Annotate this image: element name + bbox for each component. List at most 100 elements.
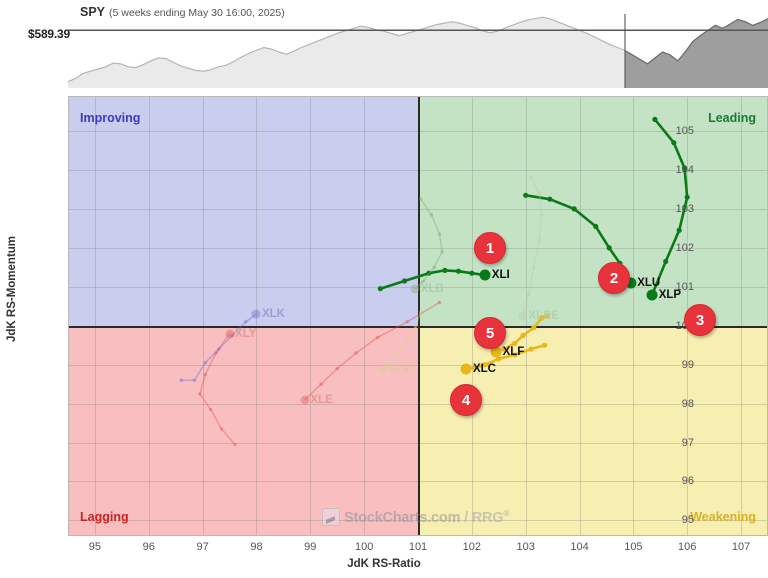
tail-node [671,140,677,146]
quadrant-lagging [68,325,418,536]
quadrant-label-leading: Leading [708,111,756,125]
tail-node [437,232,442,236]
ticker-label-xly[interactable]: XLY [235,327,257,340]
mini-price-sparkline [68,14,768,88]
tail-node [676,227,682,233]
ticker-label-xlf[interactable]: XLF [502,346,525,359]
tail-node [540,213,544,217]
x-tick-label: 98 [250,541,263,553]
quadrant-label-lagging: Lagging [80,510,129,524]
quadrant-label-weakening: Weakening [690,510,756,524]
tail-node [606,245,612,251]
tail-node [413,325,418,330]
ticker-dot-xlb[interactable] [410,284,420,294]
ticker-dot-xle[interactable] [300,395,310,405]
tail-path-xle [304,301,441,401]
y-axis-title: JdK RS-Momentum [6,235,18,343]
tail-node [377,286,383,292]
tail-path-xlre [522,177,543,317]
gridline-vertical [525,96,527,536]
x-axis-title: JdK RS-Ratio [347,558,421,570]
tail-node [203,360,208,365]
annotation-badge-4[interactable]: 4 [450,384,482,416]
tail-node [528,346,534,352]
tail-node [335,366,340,371]
ticker-dot-xlk[interactable] [251,309,261,319]
tail-node [547,196,553,202]
y-tick-label: 97 [681,436,694,449]
ticker-label-xlre[interactable]: XLRE [528,310,560,322]
tail-node [230,333,234,338]
y-tick-label: 104 [675,163,694,176]
mini-chart-title: SPY (5 weeks ending May 30 16:00, 2025) [80,5,285,19]
tail-node [418,197,423,201]
tail-path-xly [199,332,236,446]
tail-node [455,268,461,274]
tail-node [537,238,541,242]
y-tick-label: 96 [681,475,694,488]
ticker-dot-xlre[interactable] [518,311,528,321]
tail-path-xlk [180,313,258,381]
ticker-dot-xlc[interactable] [460,363,472,375]
quadrant-label-improving: Improving [80,111,141,125]
quadrant-improving [68,96,418,326]
quadrant-weakening [418,325,768,536]
rrg-plot-area[interactable]: XLI XLU XLP XLF XLC XLK XLY XLE XLB XLRE XLV Impro… [68,96,768,536]
tail-node [532,265,536,270]
tail-node [219,427,224,431]
ticker-dot-xlu[interactable] [625,277,637,289]
tail-node [426,270,432,276]
ticker-dot-xlv[interactable] [378,364,388,374]
tail-node [354,351,358,355]
gridline-vertical [94,96,96,536]
ticker-dot-xlf[interactable] [490,346,502,358]
ticker-label-xlk[interactable]: XLK [261,308,285,321]
tail-node [663,258,669,265]
tail-node [198,392,202,396]
ticker-label-xle[interactable]: XLE [310,393,333,406]
ticker-dot-xly[interactable] [225,329,235,339]
mini-area [68,17,625,88]
tail-node [217,347,221,351]
tail-node [179,378,183,383]
ticker-label-xlc[interactable]: XLC [472,362,496,375]
tail-node [243,320,248,324]
annotation-badge-1[interactable]: 1 [474,232,506,264]
annotation-badge-3[interactable]: 3 [684,304,716,336]
tail-node [482,362,488,368]
ticker-label-xlb[interactable]: XLB [420,282,444,295]
x-tick-label: 100 [354,541,374,553]
ticker-dot-xlp[interactable] [646,289,658,301]
ticker-label-xli[interactable]: XLI [491,269,510,282]
annotation-badge-2[interactable]: 2 [598,262,630,294]
x-tick-label: 104 [570,541,589,553]
y-tick-label: 102 [675,241,694,254]
x-tick-label: 97 [196,541,209,553]
x-tick-label: 99 [304,541,317,553]
tail-node [437,300,442,305]
gridline-vertical [310,96,312,536]
tail-node [192,378,197,383]
ticker-label-xlu[interactable]: XLU [637,276,661,289]
tail-node [539,315,545,321]
y-tick-label: 101 [675,280,694,293]
mini-area [625,18,768,88]
gridline-vertical [579,96,581,536]
tail-node [405,339,410,344]
tail-node [389,357,393,361]
ticker-label-xlp[interactable]: XLP [658,288,682,301]
tail-node [544,313,550,319]
tail-node [471,365,478,371]
tail-node [405,320,410,324]
ticker-dot-xli[interactable] [479,269,491,281]
tail-node [432,265,437,270]
tail-node [541,342,548,348]
quadrant-leading [418,96,768,326]
annotation-badge-5[interactable]: 5 [474,317,506,349]
tail-node [440,250,445,254]
x-tick-label: 103 [516,541,535,553]
tail-node [375,335,380,340]
ticker-label-xlv[interactable]: XLV [388,362,411,375]
tail-node [652,116,658,122]
y-tick-label: 95 [681,514,694,527]
